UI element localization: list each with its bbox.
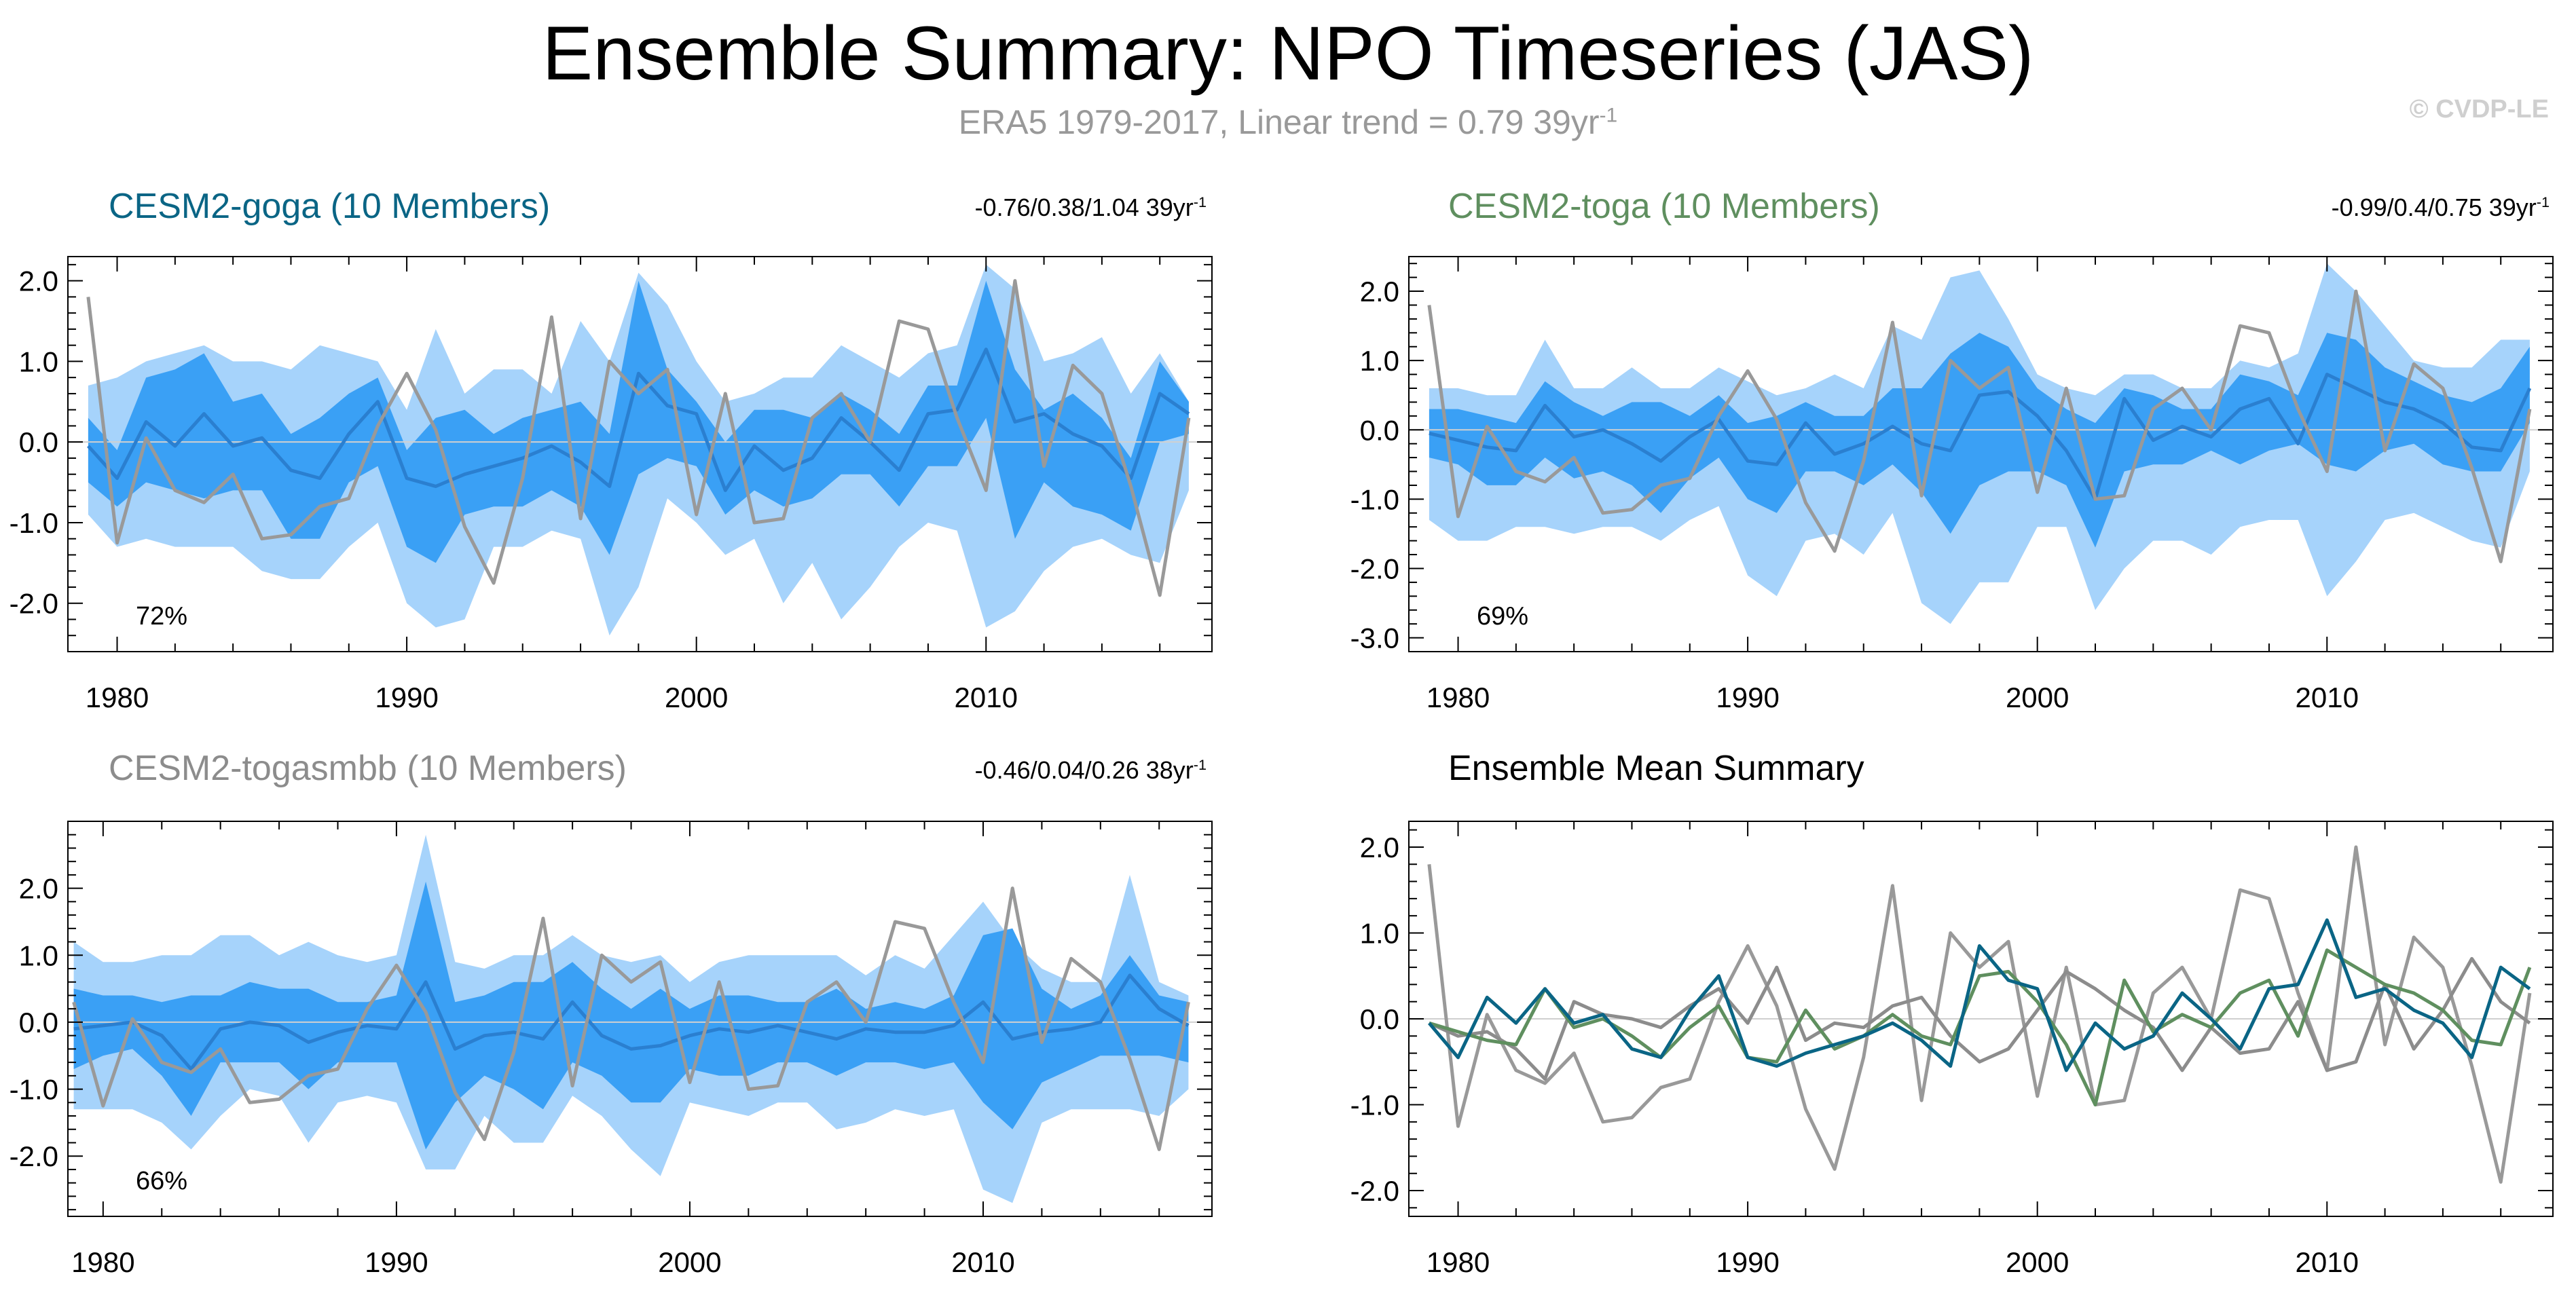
panel-title-goga: CESM2-goga (10 Members) — [109, 187, 551, 226]
observation-line — [86, 279, 1191, 597]
inner-spread-band — [73, 881, 1189, 1150]
series-line-cesm2-goga — [1427, 918, 2531, 1072]
y-tick-label: 1.0 — [1360, 917, 1399, 949]
percent-label: 66% — [136, 1167, 187, 1195]
y-tick-label: -1.0 — [10, 1074, 58, 1106]
x-tick-label: 1980 — [1427, 681, 1490, 713]
panel-toga: 2.0 1.0 0.0 -1.0 -2.0 -3.0 1980 1990 2000 2010 69% — [1350, 256, 2554, 713]
panel-togasmbb: 2.0 1.0 0.0 -1.0 -2.0 1980 1990 2000 2010 66% — [10, 821, 1213, 1278]
x-tick-label: 2000 — [2006, 681, 2069, 713]
y-tick-label: 0.0 — [19, 426, 58, 458]
trend-toga-sup: -1 — [2536, 193, 2550, 210]
subtitle-text: ERA5 1979-2017, Linear trend = 0.79 39yr — [958, 103, 1600, 141]
x-tick-label: 1980 — [71, 1246, 134, 1278]
page-title: Ensemble Summary: NPO Timeseries (JAS) — [542, 11, 2034, 96]
inner-spread-band — [88, 280, 1189, 563]
y-tick-label: -3.0 — [1350, 622, 1399, 654]
y-tick-label: 0.0 — [1360, 414, 1399, 446]
y-tick-label: 2.0 — [19, 265, 58, 297]
y-tick-label: -2.0 — [1350, 553, 1399, 584]
y-tick-label: 1.0 — [19, 939, 58, 971]
x-tick-label: 2010 — [955, 681, 1018, 713]
panel-title-toga: CESM2-toga (10 Members) — [1448, 187, 1880, 226]
ensemble-mean-line — [73, 973, 1190, 1071]
trend-togasmbb-sup: -1 — [1193, 756, 1207, 773]
x-tick-label: 1990 — [1716, 681, 1779, 713]
subtitle: ERA5 1979-2017, Linear trend = 0.79 39yr… — [0, 100, 2576, 144]
plot-frame — [67, 256, 1213, 652]
trend-toga-text: -0.99/0.4/0.75 39yr — [2331, 193, 2537, 221]
y-tick-label: 2.0 — [1360, 276, 1399, 307]
trend-goga-sup: -1 — [1193, 193, 1207, 210]
x-tick-label: 1990 — [1716, 1246, 1779, 1278]
series-line-cesm2-togasmbb — [1428, 956, 2531, 1081]
y-tick-label: -2.0 — [10, 1140, 58, 1172]
panel-title-togasmbb: CESM2-togasmbb (10 Members) — [109, 749, 627, 788]
y-tick-label: -1.0 — [1350, 1089, 1399, 1121]
observation-line — [1427, 289, 2532, 563]
inner-spread-band — [1429, 333, 2530, 548]
x-tick-label: 1990 — [375, 681, 438, 713]
plot-area-goga — [68, 264, 1212, 636]
credit-label: © CVDP-LE — [2409, 95, 2549, 124]
series-line-era5 — [1427, 845, 2532, 1184]
trend-goga: -0.76/0.38/1.04 39yr-1 — [975, 191, 1207, 224]
observation-line — [72, 886, 1190, 1151]
trend-togasmbb: -0.46/0.04/0.26 38yr-1 — [975, 754, 1207, 787]
panel-goga: 2.0 1.0 0.0 -1.0 -2.0 1980 1990 2000 2010 72% — [10, 256, 1213, 713]
panel-title-ensemble-mean: Ensemble Mean Summary — [1448, 749, 1864, 788]
trend-togasmbb-text: -0.46/0.04/0.26 38yr — [974, 756, 1194, 784]
subtitle-sup: -1 — [1599, 104, 1618, 127]
x-tick-label: 2000 — [658, 1246, 721, 1278]
y-tick-label: 2.0 — [19, 873, 58, 905]
panel-ensemble-mean: 2.0 1.0 0.0 -1.0 -2.0 1980 1990 2000 2010 — [1350, 821, 2554, 1278]
y-tick-label: 0.0 — [1360, 1003, 1399, 1035]
ensemble-mean-line — [87, 348, 1190, 492]
plot-frame — [1408, 256, 2554, 652]
y-tick-label: 1.0 — [1360, 345, 1399, 377]
plot-area-togasmbb — [68, 834, 1212, 1203]
y-tick-label: -2.0 — [10, 588, 58, 620]
percent-label: 72% — [136, 602, 187, 631]
y-tick-label: -2.0 — [1350, 1175, 1399, 1207]
y-tick-label: 0.0 — [19, 1007, 58, 1039]
x-tick-label: 1980 — [86, 681, 149, 713]
ensemble-mean-line — [1429, 373, 2532, 501]
trend-toga: -0.99/0.4/0.75 39yr-1 — [2332, 191, 2550, 224]
x-tick-label: 2000 — [2006, 1246, 2069, 1278]
trend-goga-text: -0.76/0.38/1.04 39yr — [974, 193, 1194, 221]
plot-area-ensemble-mean — [1409, 845, 2553, 1184]
x-tick-label: 2010 — [951, 1246, 1014, 1278]
x-tick-label: 1990 — [365, 1246, 428, 1278]
y-tick-label: -1.0 — [10, 507, 58, 539]
x-tick-label: 2010 — [2296, 1246, 2359, 1278]
y-tick-label: 1.0 — [19, 345, 58, 377]
x-tick-label: 2010 — [2296, 681, 2359, 713]
x-tick-label: 2000 — [665, 681, 728, 713]
x-tick-label: 1980 — [1427, 1246, 1490, 1278]
series-line-cesm2-toga — [1429, 948, 2532, 1106]
plot-frame — [67, 821, 1213, 1217]
percent-label: 69% — [1477, 602, 1528, 631]
y-tick-label: 2.0 — [1360, 831, 1399, 863]
plot-area-toga — [1409, 263, 2553, 624]
y-tick-label: -1.0 — [1350, 483, 1399, 515]
